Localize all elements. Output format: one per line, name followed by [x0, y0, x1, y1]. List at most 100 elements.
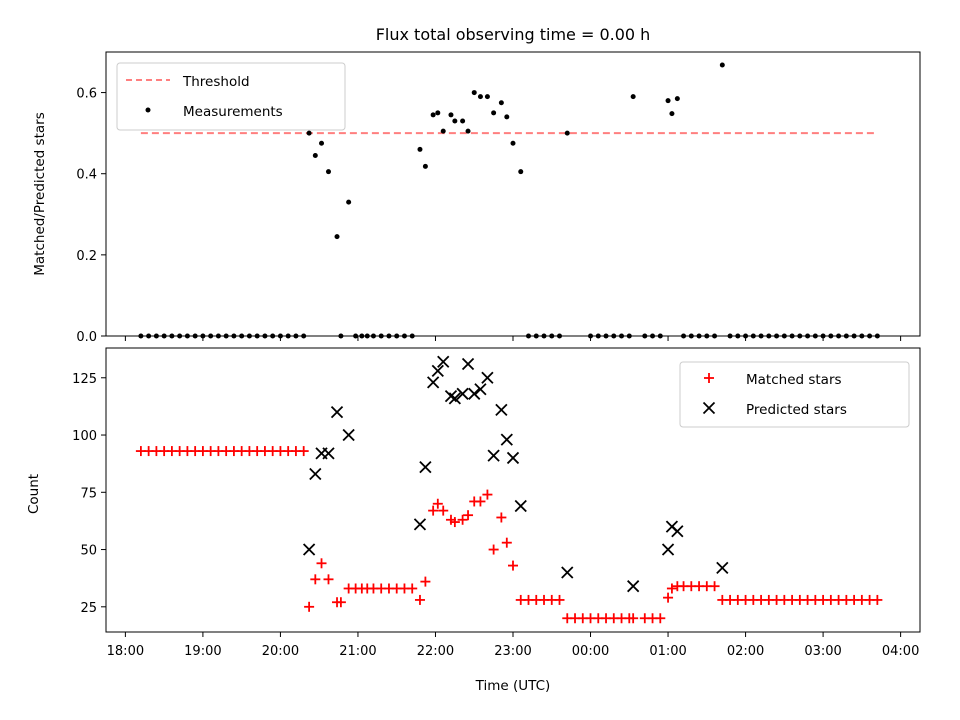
matched-star-point — [414, 594, 425, 605]
predicted-star-point — [671, 525, 684, 538]
top-legend-box — [116, 62, 346, 131]
measurement-point — [325, 169, 331, 175]
matched-star-point — [457, 514, 468, 525]
legend-measurements-label: Measurements — [183, 104, 283, 120]
measurement-point — [665, 98, 671, 104]
predicted-star-point — [461, 357, 475, 371]
bottom-legend-box — [679, 361, 910, 428]
predicted-star-point — [468, 387, 481, 400]
matched-star-point — [496, 512, 507, 523]
measurement-point — [498, 100, 504, 106]
top-y-axis-label: Matched/Predicted stars — [32, 112, 48, 275]
matched-star-point — [428, 505, 439, 516]
matched-star-point — [310, 574, 321, 585]
top-chart-title: Flux total observing time = 0.00 h — [376, 25, 651, 44]
bottom-y-tick-label: 25 — [80, 601, 97, 616]
predicted-star-point — [627, 580, 640, 593]
measurement-point — [346, 199, 352, 205]
matched-star-point — [316, 558, 327, 569]
predicted-star-point — [561, 566, 574, 579]
measurement-point — [422, 163, 428, 169]
matched-star-point — [432, 498, 443, 509]
x-axis-label: Time (UTC) — [475, 678, 551, 694]
top-legend: Threshold Measurements — [116, 62, 346, 131]
top-y-tick-label: 0.0 — [76, 330, 97, 345]
measurement-point — [477, 94, 483, 100]
measurement-point — [518, 169, 524, 175]
matched-star-point — [508, 560, 518, 571]
predicted-star-point — [309, 467, 322, 481]
legend-predicted-label: Predicted stars — [746, 402, 847, 418]
measurement-point — [564, 130, 570, 136]
legend-x-marker — [702, 401, 716, 415]
measurement-point — [674, 96, 680, 102]
predicted-star-point — [330, 405, 344, 419]
matched-star-point — [482, 489, 493, 500]
x-tick-label: 04:00 — [882, 644, 919, 659]
legend-threshold-label: Threshold — [182, 74, 250, 90]
predicted-star-point — [302, 543, 316, 556]
bottom-y-axis-label: Count — [26, 474, 42, 514]
predicted-star-point — [437, 355, 450, 368]
measurement-point — [430, 112, 436, 118]
bottom-axes-frame — [105, 347, 921, 633]
legend-measurements-swatch — [145, 107, 151, 113]
predicted-star-point — [487, 449, 500, 462]
matched-star-point — [709, 581, 720, 592]
matched-star-point — [298, 446, 309, 457]
matched-star-point — [304, 601, 315, 612]
predicted-star-point — [431, 364, 444, 378]
x-tick-label: 02:00 — [727, 644, 764, 659]
bottom-y-tick-label: 125 — [72, 372, 97, 387]
measurement-point — [417, 146, 423, 152]
measurement-point — [448, 112, 454, 118]
matched-star-point — [463, 510, 474, 521]
top-plot-area: 0.0 0.2 0.4 0.6 — [76, 51, 921, 345]
measurement-point — [460, 118, 466, 124]
predicted-star-point — [500, 433, 513, 446]
top-y-tick-label: 0.6 — [76, 87, 97, 102]
top-y-tick-label: 0.4 — [76, 168, 97, 183]
bottom-plot-area: 18:00 19:00 20:00 21:00 22:00 23:00 00:00 01:00… — [72, 347, 921, 659]
predicted-star-point — [506, 451, 520, 465]
predicted-star-point — [661, 543, 675, 556]
matched-star-point — [628, 613, 639, 624]
legend-plus-marker — [704, 373, 714, 383]
predicted-star-point — [419, 460, 432, 474]
matched-star-point — [872, 594, 883, 605]
measurement-point — [334, 234, 340, 240]
matched-star-point — [666, 583, 677, 594]
predicted-star-point — [342, 428, 355, 442]
top-y-tick-label: 0.2 — [76, 249, 97, 264]
x-tick-label: 22:00 — [417, 644, 454, 659]
top-axes-frame — [105, 51, 921, 337]
matched-star-point — [501, 537, 512, 548]
predicted-star-point — [456, 387, 469, 400]
measurement-point — [510, 140, 516, 146]
measurement-point — [452, 118, 458, 124]
measurement-point — [306, 130, 312, 136]
predicted-star-point — [427, 376, 440, 389]
predicted-star-point — [481, 371, 494, 384]
matched-star-point — [663, 592, 674, 603]
matched-star-point — [420, 576, 431, 587]
predicted-star-point — [495, 403, 508, 416]
predicted-star-point — [413, 518, 427, 531]
measurement-point — [504, 114, 510, 120]
x-tick-label: 19:00 — [184, 644, 221, 659]
legend-matched-label: Matched stars — [746, 372, 842, 388]
x-tick-label: 20:00 — [262, 644, 299, 659]
x-tick-label: 03:00 — [804, 644, 841, 659]
legend-predicted-swatch — [702, 401, 716, 415]
measurement-point — [484, 94, 490, 100]
predicted-star-point — [322, 447, 335, 460]
matched-star-point — [438, 505, 449, 516]
matched-star-point — [475, 496, 486, 507]
x-tick-label: 18:00 — [107, 644, 144, 659]
matched-star-point — [488, 544, 499, 555]
matched-star-point — [655, 613, 666, 624]
legend-matched-swatch — [704, 373, 714, 383]
predicted-star-point — [448, 392, 461, 405]
bottom-y-tick-label: 75 — [80, 486, 97, 501]
